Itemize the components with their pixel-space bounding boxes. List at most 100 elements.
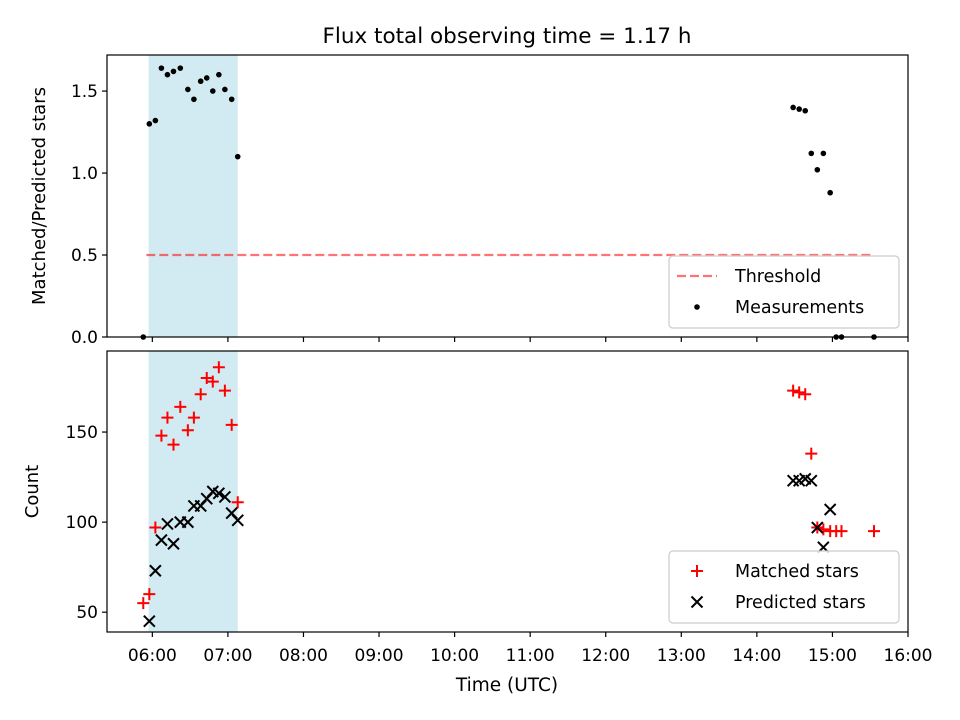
matched-star-point [231,496,244,509]
series-matched-stars [137,361,880,610]
series-predicted-stars [143,472,837,628]
y-tick-label: 0.5 [71,246,98,266]
predicted-star-point [212,487,226,500]
matched-star-point [143,588,156,601]
y-axis-label: Count [22,465,43,518]
predicted-star-point [167,537,180,550]
predicted-star-point [181,515,195,529]
legend-box [668,255,900,329]
matched-star-point [835,525,848,538]
matched-star-point [181,424,194,437]
matched-star-point [799,388,812,401]
y-tick-label: 1.5 [71,82,98,102]
legend-label: Predicted stars [735,593,866,613]
measurement-point [158,65,165,71]
legend-label: Measurements [735,298,864,318]
measurement-point [222,86,228,93]
matched-star-point [218,384,231,397]
measurement-point [146,121,153,127]
y-axis-label: Matched/Predicted stars [29,87,50,305]
predicted-star-point [823,503,837,516]
measurement-point [802,107,809,114]
axes-frame [106,54,909,338]
matched-star-point [793,386,806,399]
measurement-point [177,65,184,71]
measurement-point [790,104,796,111]
legend-label: Matched stars [735,562,859,582]
measurement-point [197,78,204,85]
measurement-point [820,150,827,157]
predicted-star-point [155,533,168,547]
chart-title: Flux total observing time = 1.17 h [323,24,692,49]
measurement-point [796,106,802,112]
ratio-panel: 0.0 0.5 1.0 1.5 Matched/Predicted stars Thres… [29,54,909,348]
matched-star-point [225,418,238,431]
y-tick-label: 50 [76,603,98,623]
measurement-point [203,75,210,81]
matched-star-point [867,525,880,538]
x-tick-label: 16:00 [884,646,933,666]
x-tick-label: 15:00 [808,646,857,666]
measurement-point [808,150,815,157]
x-axis-label: Time (UTC) [455,675,558,696]
predicted-star-point [231,514,244,527]
measurement-point [170,68,177,75]
matched-star-point [194,388,207,401]
series-measurements [140,65,877,340]
y-tick-label: 100 [66,513,98,533]
matched-star-point [787,384,800,397]
matched-star-point [212,361,225,374]
x-tick-label: 09:00 [355,646,404,666]
count-panel: 50 100 150 06:00 07:00 08:00 09:00 10:00 11:00 12… [22,350,933,666]
x-tick-label: 14:00 [732,646,781,666]
predicted-star-point [805,474,818,487]
legend-measurement-swatch [694,304,700,310]
y-tick-label: 150 [66,423,98,443]
observing-window-shade [148,55,238,337]
matched-star-point [174,400,187,413]
predicted-star-point [149,564,162,577]
measurement-point [216,71,222,78]
legend-matched-swatch [691,565,703,577]
x-tick-label: 13:00 [657,646,706,666]
matched-star-point [161,411,174,424]
matched-star-point [137,597,150,610]
matched-star-point [206,375,219,388]
matched-star-point [187,411,200,424]
predicted-star-point [811,521,824,534]
legend-label: Threshold [734,267,821,287]
legend: Threshold Measurements [668,255,900,329]
matched-star-point [155,429,168,442]
matched-star-point [149,521,162,534]
measurement-point [234,153,241,160]
measurement-point [209,88,216,94]
matched-star-point [805,447,818,460]
observing-window-shade [148,351,238,632]
predicted-star-point [161,517,174,531]
x-tick-label: 11:00 [506,646,555,666]
x-tick-label: 12:00 [581,646,630,666]
predicted-star-point [143,614,156,628]
measurement-point [164,71,171,78]
legend: Matched stars Predicted stars [668,550,900,624]
matched-star-point [200,372,213,385]
measurement-point [191,96,197,103]
x-tick-label: 07:00 [203,646,252,666]
measurement-point [185,86,191,93]
measurement-point [814,166,821,173]
legend-box [668,550,900,624]
matched-star-point [167,438,180,451]
x-tick-label: 08:00 [279,646,328,666]
y-tick-label: 0.0 [71,328,98,348]
x-tick-label: 10:00 [430,646,479,666]
predicted-star-point [218,490,232,504]
x-tick-label: 06:00 [128,646,177,666]
measurement-point [228,96,235,103]
legend-predicted-swatch [690,595,704,609]
predicted-star-point [786,474,800,487]
measurement-point [827,189,833,196]
axes-frame [106,350,909,633]
y-tick-label: 1.0 [71,164,98,184]
measurement-point [152,117,159,124]
